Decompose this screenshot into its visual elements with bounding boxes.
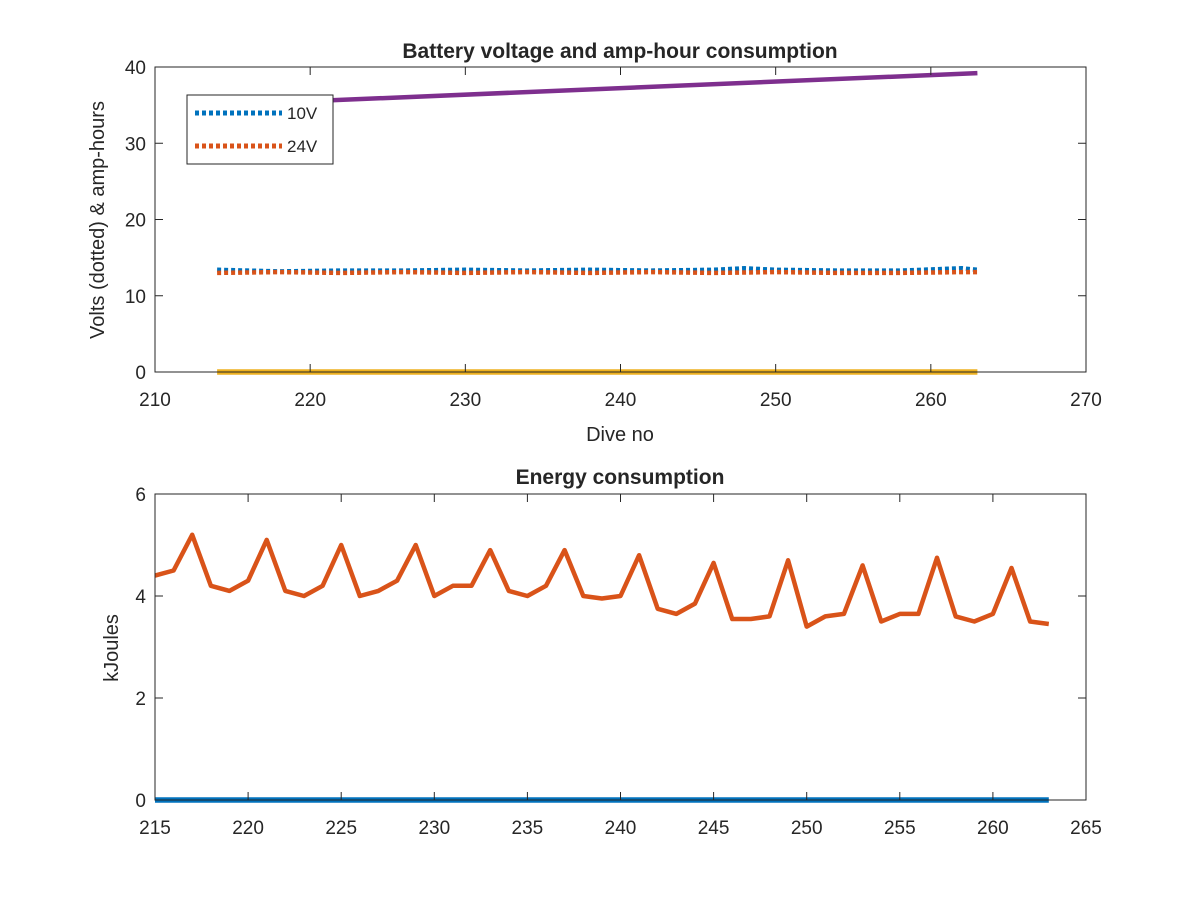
- y-tick-labels: 0 2 4 6: [135, 485, 146, 812]
- legend-box: [186, 94, 334, 165]
- y-tick-labels: 0 10 20 30 40: [125, 58, 146, 384]
- chart-title: Battery voltage and amp-hour consumption: [402, 40, 837, 63]
- x-tick-label: 215: [139, 818, 171, 839]
- series-line-3: [217, 70, 978, 108]
- y-tick-label: 2: [135, 689, 146, 710]
- x-tick-label: 230: [418, 818, 450, 839]
- x-tick-label: 265: [1070, 818, 1102, 839]
- x-axis-label: Dive no: [586, 424, 654, 446]
- x-tick-label: 240: [605, 390, 637, 411]
- y-tick-label: 20: [125, 211, 146, 232]
- series-line-24v: [217, 269, 978, 276]
- x-tick-labels: 210 220 230 240 250 260 270: [139, 390, 1102, 411]
- legend-label-10v: 10V: [287, 104, 318, 123]
- y-tick-label: 4: [135, 587, 146, 608]
- x-tick-label: 245: [698, 818, 730, 839]
- x-tick-labels: 215 220 225 230 235 240 245 250 255 260 265: [139, 818, 1102, 839]
- x-tick-label: 225: [325, 818, 357, 839]
- x-tick-label: 220: [232, 818, 264, 839]
- chart-title: Energy consumption: [516, 466, 725, 489]
- x-tick-label: 240: [605, 818, 637, 839]
- y-tick-label: 0: [135, 363, 146, 384]
- y-tick-label: 0: [135, 791, 146, 812]
- x-tick-label: 220: [294, 390, 326, 411]
- series-line-0: [154, 532, 1050, 629]
- legend-label-24v: 24V: [287, 137, 318, 156]
- y-tick-label: 30: [125, 134, 146, 155]
- energy-chart: Energy consumption 215 220 225 230 235 240 245…: [101, 466, 1102, 839]
- x-tick-label: 255: [884, 818, 916, 839]
- legend: 10V 24V: [186, 94, 334, 165]
- voltage-chart: Battery voltage and amp-hour consumption…: [87, 40, 1102, 446]
- x-tick-label: 235: [512, 818, 544, 839]
- x-tick-label: 210: [139, 390, 171, 411]
- y-axis-label: Volts (dotted) & amp-hours: [87, 101, 109, 339]
- y-tick-label: 40: [125, 58, 146, 79]
- x-tick-label: 260: [915, 390, 947, 411]
- y-tick-label: 10: [125, 287, 146, 308]
- tick-marks: [154, 493, 1087, 801]
- x-tick-label: 270: [1070, 390, 1102, 411]
- x-tick-label: 230: [449, 390, 481, 411]
- x-tick-label: 250: [760, 390, 792, 411]
- x-tick-label: 250: [791, 818, 823, 839]
- tick-marks: [154, 66, 1087, 373]
- y-tick-label: 6: [135, 485, 146, 506]
- x-tick-label: 260: [977, 818, 1009, 839]
- y-axis-label: kJoules: [101, 614, 123, 682]
